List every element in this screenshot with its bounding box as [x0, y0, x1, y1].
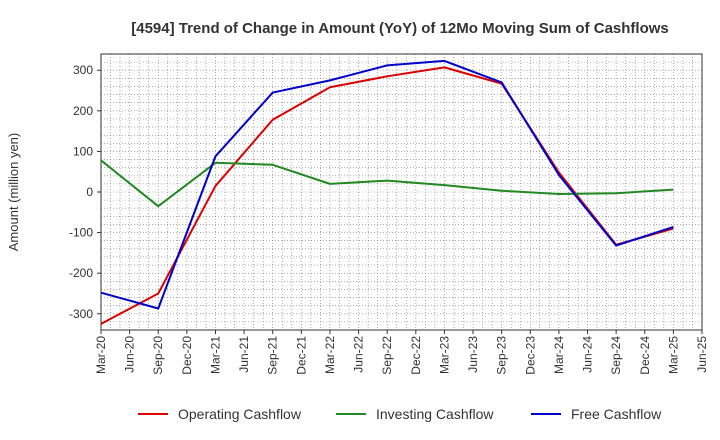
- x-tick-label: Sep-21: [266, 336, 280, 375]
- x-tick-label: Jun-20: [123, 336, 137, 373]
- legend-label-investing-cashflow: Investing Cashflow: [376, 406, 494, 422]
- x-axis-ticks: Mar-20 Jun-20 Sep-20 Dec-20 Mar-21 Jun-21 Sep-…: [94, 330, 709, 375]
- y-tick-label: -300: [69, 307, 93, 321]
- series-lines: [100, 59, 674, 325]
- grid: [101, 54, 702, 330]
- y-tick-label: -100: [69, 226, 93, 240]
- x-tick-label: Dec-23: [523, 336, 537, 375]
- legend: Operating Cashflow Investing Cashflow Free…: [138, 406, 662, 422]
- legend-label-free-cashflow: Free Cashflow: [571, 406, 662, 422]
- y-axis-ticks: -300 -200 -100 0 100 200 300: [69, 63, 101, 321]
- series-line-investing-cashflow: [100, 159, 674, 208]
- x-tick-label: Mar-22: [323, 336, 337, 374]
- x-tick-label: Dec-21: [294, 336, 308, 375]
- x-tick-label: Dec-20: [180, 336, 194, 375]
- y-tick-label: 200: [73, 104, 93, 118]
- y-tick-label: 0: [86, 185, 93, 199]
- x-tick-label: Jun-23: [466, 336, 480, 373]
- x-tick-label: Sep-24: [609, 336, 623, 375]
- series-line-free-cashflow: [100, 59, 674, 310]
- series-line-operating-cashflow: [100, 66, 674, 325]
- x-tick-label: Dec-24: [638, 336, 652, 375]
- x-tick-label: Jun-21: [237, 336, 251, 373]
- x-tick-label: Jun-25: [695, 336, 709, 373]
- y-tick-label: 300: [73, 63, 93, 77]
- x-tick-label: Sep-23: [495, 336, 509, 375]
- x-tick-label: Jun-24: [581, 336, 595, 373]
- y-tick-label: 100: [73, 144, 93, 158]
- x-tick-label: Mar-24: [552, 336, 566, 374]
- y-axis-label: Amount (million yen): [6, 133, 21, 252]
- y-tick-label: -200: [69, 266, 93, 280]
- x-tick-label: Dec-22: [409, 336, 423, 375]
- x-tick-label: Mar-20: [94, 336, 108, 374]
- x-tick-label: Mar-25: [666, 336, 680, 374]
- x-tick-label: Sep-22: [380, 336, 394, 375]
- x-tick-label: Sep-20: [151, 336, 165, 375]
- chart-title: [4594] Trend of Change in Amount (YoY) o…: [131, 20, 669, 37]
- x-tick-label: Mar-23: [437, 336, 451, 374]
- x-tick-label: Jun-22: [352, 336, 366, 373]
- x-tick-label: Mar-21: [208, 336, 222, 374]
- legend-label-operating-cashflow: Operating Cashflow: [178, 406, 302, 422]
